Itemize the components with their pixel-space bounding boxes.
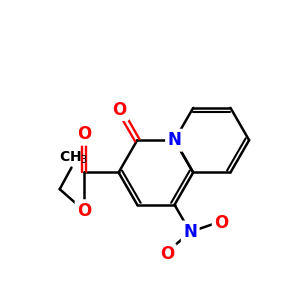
Text: CH$_3$: CH$_3$ bbox=[59, 150, 88, 166]
Text: N: N bbox=[168, 131, 182, 149]
Text: O: O bbox=[112, 100, 127, 118]
Text: O: O bbox=[214, 214, 229, 232]
Text: N: N bbox=[183, 223, 197, 241]
Text: O: O bbox=[77, 125, 92, 143]
Text: O: O bbox=[160, 245, 174, 263]
Text: O: O bbox=[77, 202, 92, 220]
